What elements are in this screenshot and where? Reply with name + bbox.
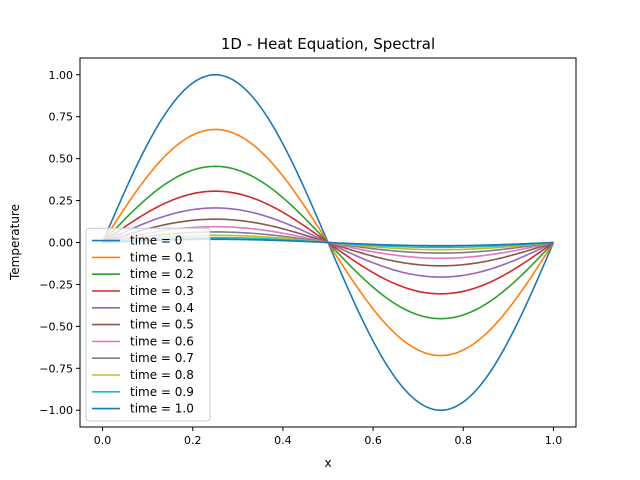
x-tick-label: 0.2 <box>184 434 202 447</box>
legend-label: time = 0 <box>130 234 182 248</box>
x-tick-label: 0.0 <box>94 434 112 447</box>
y-tick-label: 0.50 <box>49 153 74 166</box>
legend-label: time = 0.5 <box>130 318 194 332</box>
x-tick-label: 0.8 <box>455 434 473 447</box>
x-tick-label: 0.4 <box>274 434 292 447</box>
y-tick-label: 1.00 <box>49 69 74 82</box>
y-axis: −1.00 −0.75 −0.50 −0.25 0.00 0.25 0.50 0.75 1.00 <box>39 69 80 417</box>
chart-title: 1D - Heat Equation, Spectral <box>221 35 435 53</box>
legend-label: time = 0.1 <box>130 250 194 264</box>
y-tick-label: 0.00 <box>49 237 74 250</box>
y-tick-label: −0.25 <box>39 278 73 291</box>
y-tick-label: −1.00 <box>39 404 73 417</box>
y-tick-label: 0.75 <box>49 111 74 124</box>
y-tick-label: −0.75 <box>39 362 73 375</box>
y-axis-label: Temperature <box>8 204 22 281</box>
legend: time = 0 time = 0.1 time = 0.2 time = 0.3 ti… <box>85 227 211 422</box>
legend-label: time = 0.4 <box>130 301 194 315</box>
x-tick-label: 0.6 <box>364 434 382 447</box>
legend-box <box>85 227 211 422</box>
legend-label: time = 0.8 <box>130 368 194 382</box>
legend-label: time = 0.7 <box>130 351 194 365</box>
legend-label: time = 0.9 <box>130 385 194 399</box>
legend-label: time = 1.0 <box>130 402 194 416</box>
x-axis: 0.0 0.2 0.4 0.6 0.8 1.0 <box>94 427 562 447</box>
legend-label: time = 0.3 <box>130 284 194 298</box>
legend-label: time = 0.6 <box>130 334 194 348</box>
x-axis-label: x <box>324 456 331 470</box>
y-tick-label: −0.50 <box>39 320 73 333</box>
legend-label: time = 0.2 <box>130 267 194 281</box>
x-tick-label: 1.0 <box>545 434 563 447</box>
y-tick-label: 0.25 <box>49 195 74 208</box>
